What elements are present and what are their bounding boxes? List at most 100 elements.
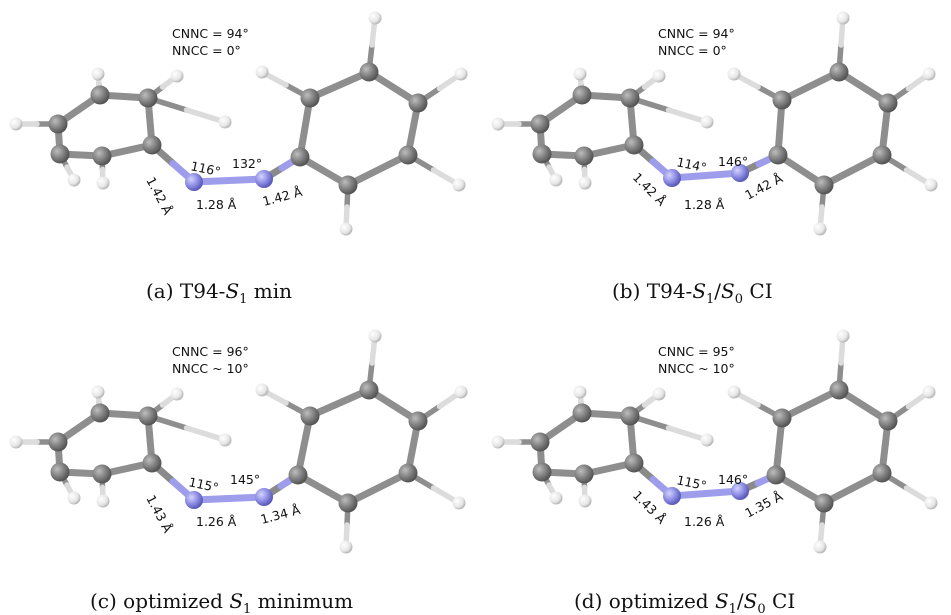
hydrogen-atom: [255, 383, 269, 397]
angle-left-label: 116°: [189, 158, 222, 179]
angle-left-label: 115°: [187, 474, 220, 495]
carbon-atom: [574, 146, 594, 166]
carbon-atom: [532, 462, 552, 482]
carbon-atom: [90, 85, 110, 105]
hydrogen-atom: [368, 329, 382, 343]
hydrogen-atom: [452, 178, 466, 192]
carbon-atom: [408, 411, 428, 431]
carbon-atom: [359, 62, 379, 82]
bond-c-h-hydrogen-half: [665, 107, 710, 125]
hydrogen-atom: [9, 117, 23, 131]
bond-c-h-hydrogen-half: [183, 425, 228, 443]
carbon-atom: [814, 175, 834, 195]
hydrogen-atom: [454, 67, 468, 81]
hydrogen-atom: [96, 176, 110, 190]
hydrogen-atom: [727, 385, 741, 399]
hydrogen-atom: [255, 65, 269, 79]
hydrogen-atom: [700, 433, 714, 447]
hydrogen-atom: [91, 385, 105, 399]
bond-c-c: [365, 68, 422, 107]
bond-cn-right-label: 1.42 Å: [261, 184, 304, 209]
nitrogen-atom: [663, 487, 681, 505]
bond-c-c: [778, 68, 843, 104]
nitrogen-atom: [255, 170, 273, 188]
nncc-label: NNCC = 0°: [172, 43, 241, 58]
carbon-atom: [878, 411, 898, 431]
carbon-atom: [572, 403, 592, 423]
nncc-label: NNCC ~ 10°: [172, 361, 249, 376]
carbon-atom: [530, 114, 550, 134]
panel-c: CNNC = 96° NNCC ~ 10° 115° 145° 1.43 Å 1…: [9, 329, 468, 615]
carbon-atom: [574, 464, 594, 484]
carbon-atom: [829, 380, 849, 400]
hydrogen-atom: [573, 385, 587, 399]
atom-layer: [9, 329, 468, 554]
bond-c-c: [296, 94, 314, 161]
carbon-atom: [338, 493, 358, 513]
carbon-atom: [92, 146, 112, 166]
nitrogen-atom: [731, 482, 749, 500]
carbon-atom: [50, 462, 70, 482]
bond-c-h-hydrogen-half: [183, 107, 228, 125]
panel-b: CNNC = 94° NNCC = 0° 114° 146° 1.42 Å 1.…: [491, 11, 938, 307]
bond-c-c: [344, 469, 412, 507]
hydrogen-atom: [491, 435, 505, 449]
carbon-atom: [142, 135, 162, 155]
carbon-atom: [772, 408, 792, 428]
hydrogen-atom: [578, 494, 592, 508]
carbon-atom: [408, 93, 428, 113]
carbon-atom: [532, 144, 552, 164]
molecule-b: [491, 11, 938, 236]
hydrogen-atom: [549, 491, 563, 505]
hydrogen-atom: [700, 115, 714, 129]
atom-layer: [491, 329, 938, 554]
angle-left-label: 114°: [675, 154, 708, 175]
angle-right-label: 146°: [718, 154, 748, 169]
atom-layer: [491, 11, 938, 236]
carbon-atom: [878, 93, 898, 113]
bond-c-c: [294, 471, 352, 507]
carbon-atom: [398, 145, 418, 165]
bond-c-c: [820, 151, 886, 189]
hydrogen-atom: [836, 329, 850, 343]
nitrogen-atom: [185, 491, 203, 509]
bond-n-n: [668, 487, 744, 500]
molecule-a: [9, 11, 468, 236]
hydrogen-atom: [549, 173, 563, 187]
carbon-atom: [768, 145, 788, 165]
nitrogen-atom: [255, 488, 273, 506]
hydrogen-atom: [924, 496, 938, 510]
nncc-label: NNCC ~ 10°: [658, 361, 735, 376]
bond-n-n: [190, 493, 268, 504]
hydrogen-atom: [67, 173, 81, 187]
bond-c-c: [294, 412, 314, 479]
hydrogen-atom: [924, 178, 938, 192]
hydrogen-atom: [96, 494, 110, 508]
bond-c-c: [835, 68, 892, 107]
hydrogen-atom: [170, 69, 184, 83]
atom-layer: [9, 11, 468, 236]
angle-right-label: 146°: [718, 472, 748, 487]
carbon-atom: [359, 380, 379, 400]
nncc-label: NNCC = 0°: [658, 43, 727, 58]
bond-nn-label: 1.26 Å: [684, 514, 725, 529]
hydrogen-atom: [813, 222, 827, 236]
angle-right-label: 132°: [232, 156, 262, 171]
carbon-atom: [624, 135, 644, 155]
bond-c-h-hydrogen-half: [665, 425, 710, 443]
carbon-atom: [572, 85, 592, 105]
hydrogen-atom: [452, 496, 466, 510]
bond-n-n: [668, 169, 744, 182]
carbon-atom: [766, 465, 786, 485]
bond-c-c: [365, 386, 422, 425]
carbon-atom: [288, 465, 308, 485]
hydrogen-atom: [9, 435, 23, 449]
hydrogen-atom: [727, 67, 741, 81]
hydrogen-atom: [339, 222, 353, 236]
carbon-atom: [138, 88, 158, 108]
hydrogen-atom: [922, 67, 936, 81]
caption-b: (b) T94-S1/S0 CI: [612, 279, 773, 307]
cnnc-label: CNNC = 96°: [172, 344, 249, 359]
carbon-atom: [872, 145, 892, 165]
